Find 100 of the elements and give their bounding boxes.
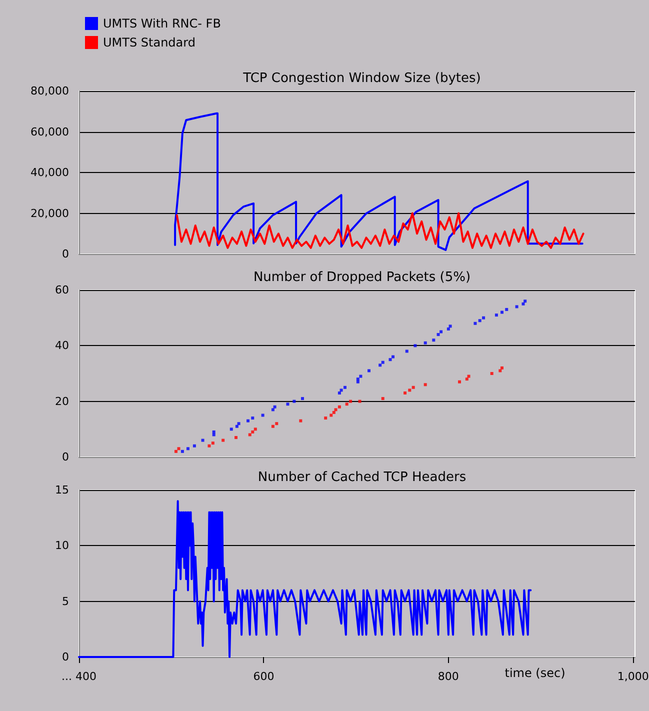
point [424,341,427,344]
point [299,419,302,422]
point [490,372,494,375]
point [340,388,343,392]
point [208,444,211,448]
point [248,433,252,436]
point [192,444,196,448]
line-series [174,112,584,251]
point [467,374,470,378]
point [273,405,276,408]
y-tick-label: 60,000 [30,125,69,138]
point [177,447,180,450]
point [222,438,225,442]
point [465,378,468,381]
point [359,374,362,378]
point [292,400,296,403]
point [446,327,450,330]
point [478,319,482,322]
point [522,302,525,306]
point [368,369,371,372]
point [392,355,395,358]
point [505,308,508,311]
point [174,450,178,453]
point [246,419,250,422]
point [330,414,333,417]
point [524,300,527,303]
point [271,424,274,428]
point [254,428,257,431]
point [482,316,486,320]
point [180,450,184,453]
y-tick-label: 80,000 [30,84,69,98]
y-tick-label: 0 [62,248,69,260]
point [356,378,360,381]
point [408,388,412,392]
point [211,442,214,445]
point [458,380,462,384]
point [404,391,407,394]
point [237,422,240,426]
point [235,424,238,428]
point [424,383,427,386]
point [201,438,204,442]
point [261,414,264,417]
point [324,416,328,420]
point [234,436,238,440]
point [251,416,254,420]
x-axis-title: time (sec) [504,666,566,680]
point [414,344,417,348]
point [405,350,408,353]
y-tick-label: 40,000 [30,166,69,179]
point [500,310,504,314]
point [358,400,362,403]
line-series [176,212,584,249]
point [448,324,452,328]
point [338,391,341,394]
point [436,333,440,336]
point [381,360,384,364]
y-tick-label: 60 [55,284,69,296]
point [251,430,254,434]
y-tick-label: 20 [55,394,69,408]
point [286,402,290,406]
point [500,366,504,370]
point [356,380,360,384]
point [412,386,415,389]
point [381,397,384,400]
point [494,314,498,317]
point [186,447,190,450]
point [338,405,341,408]
legend-label: UMTS Standard [103,36,196,50]
point [212,430,216,434]
y-tick-label: 40 [55,339,69,352]
point [432,338,436,342]
point [388,358,392,362]
y-tick-label: 0 [62,650,69,664]
y-tick-label: 15 [55,484,69,496]
point [275,422,278,426]
point [515,305,518,308]
chart-title: Number of Dropped Packets (5%) [253,270,471,285]
x-tick-label: 800 [438,670,459,683]
point [440,330,443,334]
point [334,408,338,412]
point [498,369,502,372]
y-tick-label: 5 [62,594,69,608]
y-tick-label: 0 [62,450,69,464]
x-tick-label: ... 400 [62,670,96,683]
point [378,364,382,367]
x-tick-label: 600 [253,670,274,683]
y-tick-label: 20,000 [30,206,69,220]
chart-title: TCP Congestion Window Size (bytes) [242,71,481,86]
point [301,397,304,400]
y-tick-label: 10 [55,539,69,552]
point [271,408,274,412]
point [474,322,477,325]
chart-title: Number of Cached TCP Headers [258,470,466,485]
line-series [78,500,532,658]
legend-label: UMTS With RNC- FB [103,16,221,30]
point [343,386,346,389]
point [349,400,352,403]
point [332,410,336,414]
point [345,402,348,406]
x-tick-label: 1,000 [617,670,649,683]
